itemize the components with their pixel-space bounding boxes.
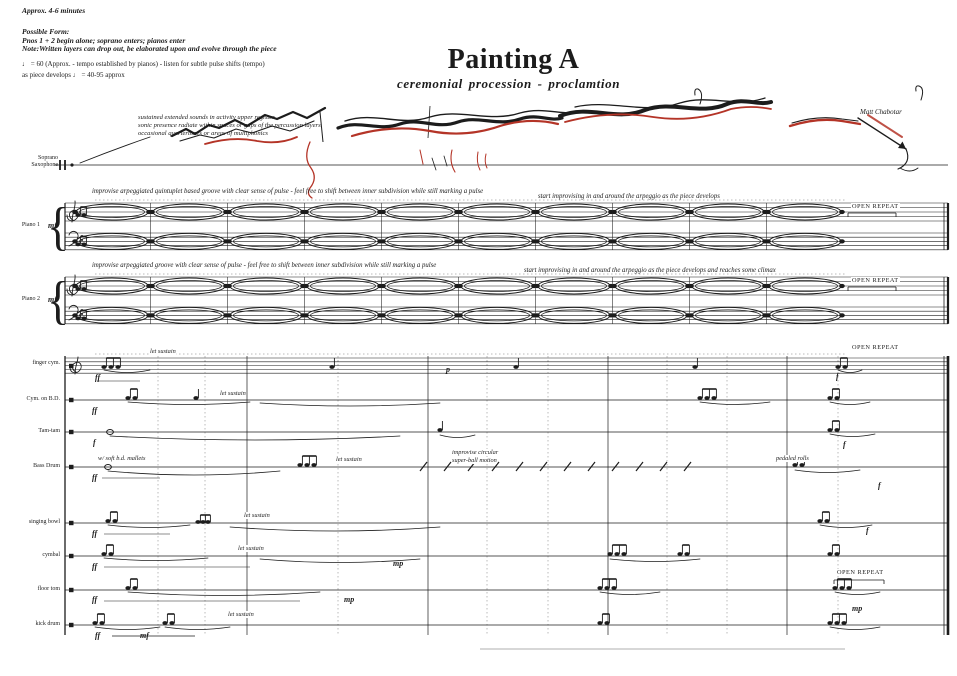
form-line1: Pnos 1 + 2 begin alone; soprano enters; … xyxy=(22,36,186,45)
soprano-note-1: sustained extended sounds in activity up… xyxy=(138,114,275,121)
dynamic-mark: mp xyxy=(393,559,404,568)
tempo-line1: ♩ = 60 (Approx. - tempo established by p… xyxy=(22,60,265,68)
dynamic-mark: f xyxy=(866,526,869,535)
piano1-label: Piano 1 xyxy=(21,222,40,228)
page-subtitle: ceremonial procession - proclamtion xyxy=(396,76,621,91)
dynamic-mark: f xyxy=(93,438,96,447)
percussion-open-repeat-bottom: OPEN REPEAT xyxy=(836,569,885,577)
percussion-label-finger-cym-: finger cym. xyxy=(32,360,60,366)
dynamic-mark: ff xyxy=(95,631,101,640)
percussion-label-floor-tom: floor tom xyxy=(37,586,61,592)
page-title: Painting A xyxy=(447,44,580,75)
dynamic-mark: f xyxy=(836,372,839,381)
composer-name: Matt Chabotar xyxy=(860,108,902,116)
piano1-brace: { xyxy=(47,197,70,256)
percussion-label-singing-bowl: singing bowl xyxy=(28,519,60,525)
duration-note: Approx. 4-6 minutes xyxy=(22,6,86,15)
soprano-label-bottom: Saxophone xyxy=(31,162,58,168)
piano1-dynamic: mf xyxy=(48,221,57,230)
piano2-instruction-right: start improvising in and around the arpe… xyxy=(524,267,776,274)
dynamic-mark: f xyxy=(843,440,846,449)
percussion-label-cymbal: cymbal xyxy=(42,552,60,558)
dynamic-mark: ff xyxy=(92,562,98,571)
dynamic-mark: p xyxy=(446,365,450,374)
form-line2: Note:Written layers can drop out, be ela… xyxy=(22,44,277,53)
percussion-label-kick-drum: kick drum xyxy=(35,621,61,627)
dynamic-mark: f xyxy=(878,481,881,490)
performance-annotation: let sustain xyxy=(336,456,362,464)
piano2-brace: { xyxy=(47,271,70,330)
dynamic-mark: ff xyxy=(95,373,101,382)
piano2-dynamic: mf xyxy=(48,295,57,304)
performance-annotation: let sustain xyxy=(220,390,246,398)
dynamic-mark: ff xyxy=(92,529,98,538)
percussion-label-cym-on-b-d-: Cym. on B.D. xyxy=(26,396,60,402)
performance-annotation: pedaled rolls xyxy=(776,455,809,463)
form-heading: Possible Form: xyxy=(22,27,70,36)
piano2-instruction-left: improvise arpeggiated groove with clear … xyxy=(92,262,437,269)
dynamic-mark: ff xyxy=(92,595,98,604)
performance-annotation: let sustain xyxy=(244,512,270,520)
soprano-label-top: Soprano xyxy=(38,155,58,161)
soprano-note-2: sonic presence radiate within spaces or … xyxy=(138,122,321,129)
percussion-open-repeat-top: OPEN REPEAT xyxy=(851,344,900,352)
soprano-note-3: occasional quartertones or areas of mult… xyxy=(138,130,268,137)
percussion-label-bass-drum: Bass Drum xyxy=(33,463,60,469)
piano1-instruction-left: improvise arpeggiated quintuplet based g… xyxy=(92,188,484,195)
dynamic-mark: mp xyxy=(344,595,355,604)
performance-annotation: let sustain xyxy=(238,545,264,553)
performance-annotation: w/ soft b.d. mallets xyxy=(98,455,146,463)
dynamic-mark: ff xyxy=(92,473,98,482)
dynamic-mark: mf xyxy=(140,631,149,640)
piano1-open-repeat: OPEN REPEAT xyxy=(851,203,900,211)
tempo-line2: as piece develops ♩ = 40-95 approx xyxy=(22,71,125,79)
dynamic-mark: ff xyxy=(92,406,98,415)
dynamic-mark: mp xyxy=(852,604,863,613)
performance-annotation: let sustain xyxy=(150,348,176,356)
performance-annotation: super-ball motion xyxy=(452,457,497,465)
piano2-open-repeat: OPEN REPEAT xyxy=(851,277,900,285)
percussion-label-tam-tam: Tam-tam xyxy=(38,428,60,434)
performance-annotation: let sustain xyxy=(228,611,254,619)
piano2-label: Piano 2 xyxy=(21,296,40,302)
performance-annotation: improvise circular xyxy=(452,449,499,457)
piano1-instruction-right: start improvising in and around the arpe… xyxy=(538,193,720,200)
